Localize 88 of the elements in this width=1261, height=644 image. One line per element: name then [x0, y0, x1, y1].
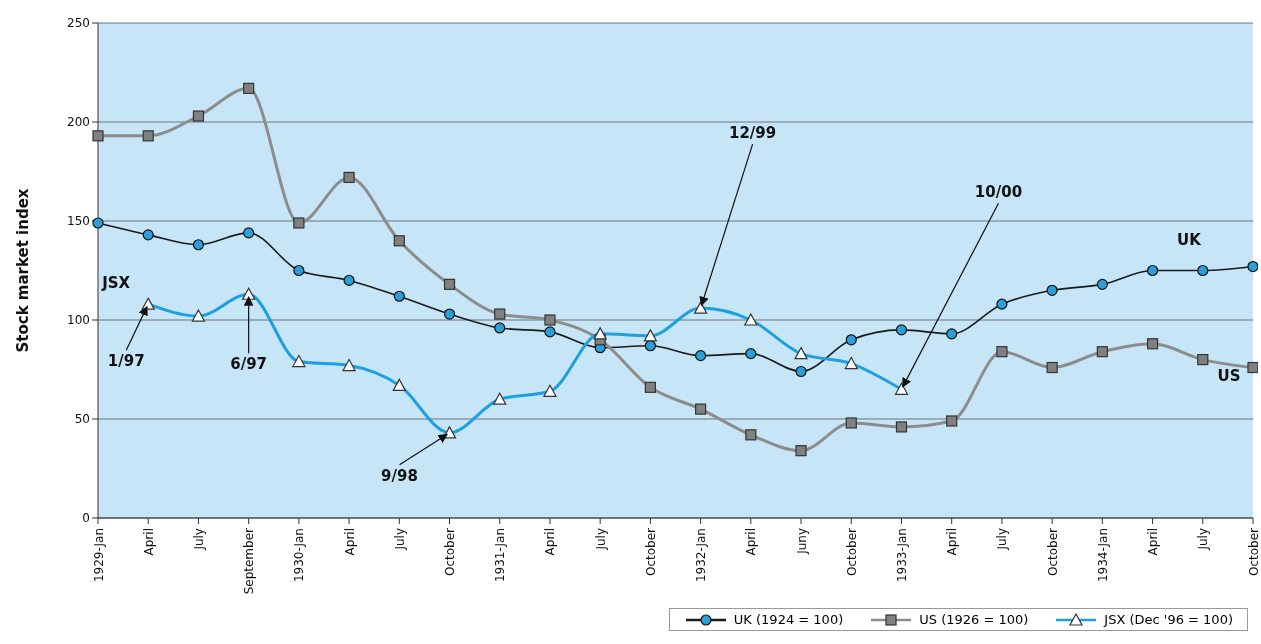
point — [695, 403, 707, 415]
y-tick-label: 0 — [82, 511, 90, 526]
point — [946, 328, 958, 340]
point — [745, 348, 757, 360]
x-tick-label: 1930-Jan — [292, 528, 307, 583]
x-tick-label: 1934-Jan — [1095, 528, 1110, 583]
x-tick-label: October — [844, 527, 859, 577]
point — [1046, 361, 1058, 374]
x-tick-label: April — [543, 528, 558, 556]
point — [1146, 264, 1159, 277]
point — [243, 82, 255, 94]
point — [695, 350, 707, 362]
point — [895, 421, 908, 433]
point — [1197, 354, 1209, 366]
point — [544, 326, 556, 338]
point — [192, 239, 205, 251]
point — [1046, 284, 1058, 296]
x-tick-label: July — [1196, 528, 1211, 551]
point — [795, 445, 807, 457]
point — [393, 235, 405, 247]
x-tick-label: September — [242, 527, 257, 595]
point — [92, 217, 104, 229]
x-tick-label: April — [1146, 528, 1161, 556]
point — [996, 346, 1008, 358]
x-tick-label: 1933-Jan — [895, 528, 909, 583]
annotation: 9/98 — [381, 466, 418, 485]
legend-label: US (1926 = 100) — [919, 612, 1029, 627]
point — [1247, 361, 1258, 374]
point — [343, 274, 355, 286]
annotation: UK — [1177, 231, 1203, 249]
point — [1146, 338, 1159, 350]
point — [1197, 264, 1209, 277]
annotation: 1/97 — [107, 352, 145, 371]
point — [494, 308, 506, 320]
y-tick-label: 100 — [67, 313, 90, 328]
point — [92, 130, 104, 142]
point — [845, 334, 857, 346]
x-tick-label: 1931-Jan — [493, 528, 508, 583]
x-tick-label: October — [443, 527, 458, 577]
legend-label: UK (1924 = 100) — [733, 612, 844, 627]
y-tick-label: 250 — [67, 16, 90, 31]
point — [1096, 278, 1108, 290]
point — [845, 417, 857, 429]
point — [795, 365, 807, 378]
x-tick-label: April — [744, 528, 759, 556]
point — [494, 322, 506, 334]
point — [996, 298, 1008, 310]
x-tick-label: April — [141, 528, 156, 556]
point — [644, 340, 656, 352]
annotation: 10/00 — [974, 183, 1023, 202]
annotation: JSX — [101, 274, 131, 293]
point — [745, 429, 757, 441]
point — [443, 308, 456, 320]
point — [443, 278, 456, 290]
x-tick-label: 1932-Jan — [694, 528, 709, 583]
x-tick-label: 1929-Jan — [91, 528, 106, 583]
x-tick-label: July — [392, 528, 407, 551]
annotation: 6/97 — [230, 355, 268, 374]
y-tick-label: 50 — [74, 412, 90, 427]
point — [544, 314, 556, 326]
point — [946, 415, 958, 427]
point — [243, 227, 255, 239]
point — [393, 290, 405, 302]
point — [192, 110, 205, 122]
annotation: US — [1217, 367, 1241, 385]
x-tick-label: July — [191, 528, 206, 551]
x-tick-label: April — [945, 528, 960, 556]
y-tick-label: 150 — [67, 214, 90, 229]
annotation: 12/99 — [728, 124, 777, 143]
point — [343, 171, 355, 184]
y-axis-title: Stock market index — [14, 188, 33, 353]
point — [142, 229, 154, 241]
point — [1096, 346, 1108, 358]
point — [293, 264, 305, 277]
point — [1247, 260, 1258, 273]
legend-label: JSX (Dec '96 = 100) — [1104, 612, 1233, 627]
x-tick-label: July — [995, 528, 1010, 551]
point — [644, 381, 656, 393]
point — [142, 130, 154, 142]
x-tick-label: October — [1246, 527, 1261, 577]
x-tick-label: October — [1045, 527, 1060, 577]
point — [293, 217, 305, 229]
x-tick-label: July — [593, 528, 608, 551]
x-tick-label: October — [643, 527, 658, 577]
x-tick-label: Juny — [794, 528, 809, 555]
point — [895, 324, 908, 336]
y-tick-label: 200 — [67, 115, 90, 130]
x-tick-label: April — [342, 528, 357, 556]
